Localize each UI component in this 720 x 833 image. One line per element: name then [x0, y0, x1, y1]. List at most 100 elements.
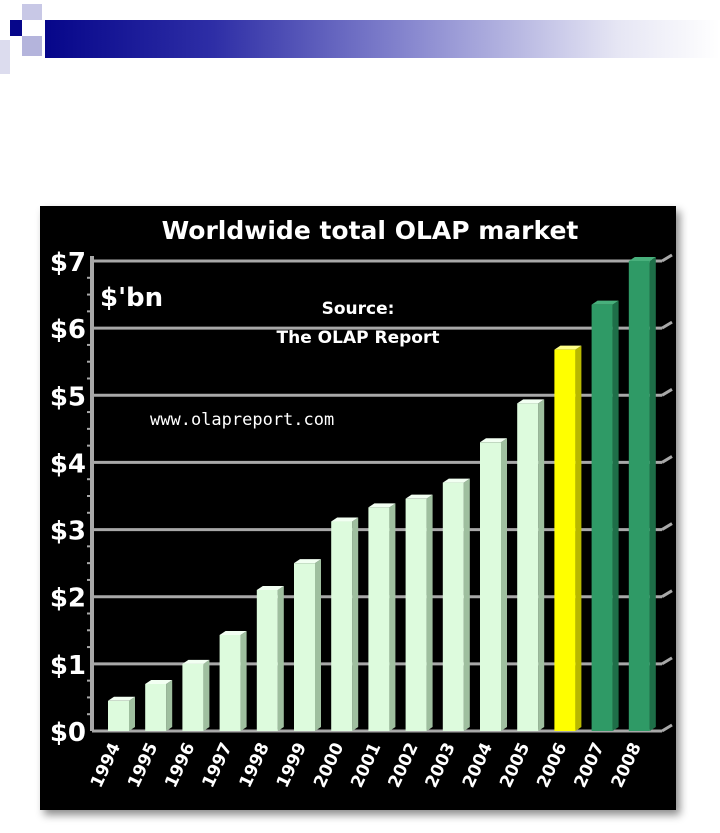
slide-header — [0, 0, 720, 75]
bar-top — [554, 345, 582, 350]
bar-side — [166, 680, 173, 731]
bar-front — [256, 590, 278, 731]
y-tick-label: $2 — [50, 584, 86, 614]
bar-top — [628, 257, 656, 261]
bar-1999 — [294, 559, 321, 731]
y-tick-label: $4 — [50, 449, 86, 479]
bar-2002 — [405, 494, 433, 731]
bar-front — [145, 684, 167, 731]
bar-side — [501, 438, 507, 731]
bar-side — [129, 696, 135, 731]
bar-front — [517, 403, 539, 731]
bar-layer — [108, 257, 656, 731]
bar-front — [331, 521, 353, 731]
bar-2008 — [628, 257, 656, 731]
x-tick-labels: 1994 1995 1996 1997 1998 1999 2000 2001 2002 2003… — [87, 740, 646, 791]
gridline-edge — [661, 455, 673, 464]
gridline-edge — [661, 387, 673, 397]
x-tick-label: 2003 — [422, 740, 460, 791]
url-label: www.olapreport.com — [150, 410, 334, 430]
bar-side — [426, 494, 433, 731]
y-tick-label: $5 — [50, 382, 86, 412]
y-tick-label: $0 — [50, 718, 86, 748]
unit-label: $'bn — [100, 283, 163, 313]
header-square-light — [22, 4, 42, 20]
gridline-edge — [661, 589, 673, 599]
bar-2005 — [517, 399, 545, 731]
bar-1998 — [256, 586, 284, 731]
bar-side — [203, 659, 210, 731]
bar-side — [389, 503, 396, 731]
bar-side — [463, 478, 470, 731]
bar-top — [517, 399, 545, 404]
x-tick-label: 2008 — [608, 740, 646, 791]
bar-top — [442, 478, 470, 483]
bar-1994 — [108, 696, 135, 731]
bar-2003 — [442, 478, 470, 731]
x-tick-label: 2006 — [533, 740, 571, 791]
bar-top — [219, 630, 247, 635]
y-tick-label: $1 — [50, 651, 86, 681]
bar-top — [480, 438, 507, 443]
bar-front — [554, 349, 576, 731]
bar-front — [182, 663, 204, 731]
y-tick-label: $3 — [50, 517, 86, 547]
bar-top — [331, 517, 359, 522]
bar-top — [591, 300, 619, 305]
header-gradient-bar — [45, 20, 720, 58]
gridline-edge — [661, 320, 673, 330]
bar-side — [575, 345, 582, 731]
bar-top — [256, 586, 284, 590]
source-label: Source: — [322, 299, 395, 319]
bar-top — [182, 659, 210, 664]
x-tick-label: 1995 — [124, 740, 162, 791]
bar-1995 — [145, 680, 173, 731]
x-tick-label: 2004 — [459, 740, 497, 791]
header-square-dark — [10, 20, 22, 36]
y-tick-label: $6 — [50, 315, 86, 345]
bar-2000 — [331, 517, 359, 731]
chart-frame: Worldwide total OLAP market $0 $1 $2 $3 $4 $5… — [40, 206, 676, 810]
bar-side — [315, 559, 321, 731]
bar-2006 — [554, 345, 582, 731]
bar-front — [294, 563, 315, 731]
bar-1997 — [219, 630, 247, 731]
bar-side — [352, 517, 359, 731]
bar-top — [405, 494, 433, 499]
gridline-edge — [661, 656, 673, 666]
x-tick-label: 1998 — [236, 740, 274, 791]
x-tick-label: 2002 — [385, 740, 423, 791]
bar-front — [442, 482, 464, 731]
bar-2007 — [591, 300, 619, 731]
gridline-edge — [661, 723, 673, 733]
gridline-edge — [661, 522, 673, 531]
bar-front — [219, 634, 241, 731]
header-square-mid — [22, 36, 42, 56]
bar-side — [538, 399, 545, 731]
chart-title: Worldwide total OLAP market — [162, 216, 579, 245]
bar-side — [240, 630, 247, 731]
bar-side — [277, 586, 284, 731]
bar-front — [368, 507, 390, 731]
x-tick-label: 2007 — [571, 740, 609, 791]
source-name: The OLAP Report — [277, 328, 440, 348]
x-tick-label: 1997 — [199, 740, 237, 791]
bar-front — [591, 304, 613, 731]
x-tick-label: 2000 — [310, 740, 348, 791]
y-tick-labels: $0 $1 $2 $3 $4 $5 $6 $7 — [50, 248, 86, 748]
bar-top — [108, 696, 135, 701]
x-tick-label: 1999 — [273, 740, 311, 791]
bar-front — [628, 261, 650, 731]
bar-2001 — [368, 503, 396, 731]
bar-front — [480, 442, 501, 731]
bar-side — [649, 257, 656, 731]
x-tick-label: 1994 — [87, 740, 125, 791]
olap-market-chart: Worldwide total OLAP market $0 $1 $2 $3 $4 $5… — [50, 216, 673, 791]
bar-side — [612, 300, 619, 731]
gridline-edge — [661, 253, 673, 263]
x-tick-label: 1996 — [161, 740, 199, 791]
bar-top — [145, 680, 173, 684]
header-square-pale — [0, 40, 10, 74]
bar-front — [405, 498, 427, 731]
bar-top — [294, 559, 321, 564]
